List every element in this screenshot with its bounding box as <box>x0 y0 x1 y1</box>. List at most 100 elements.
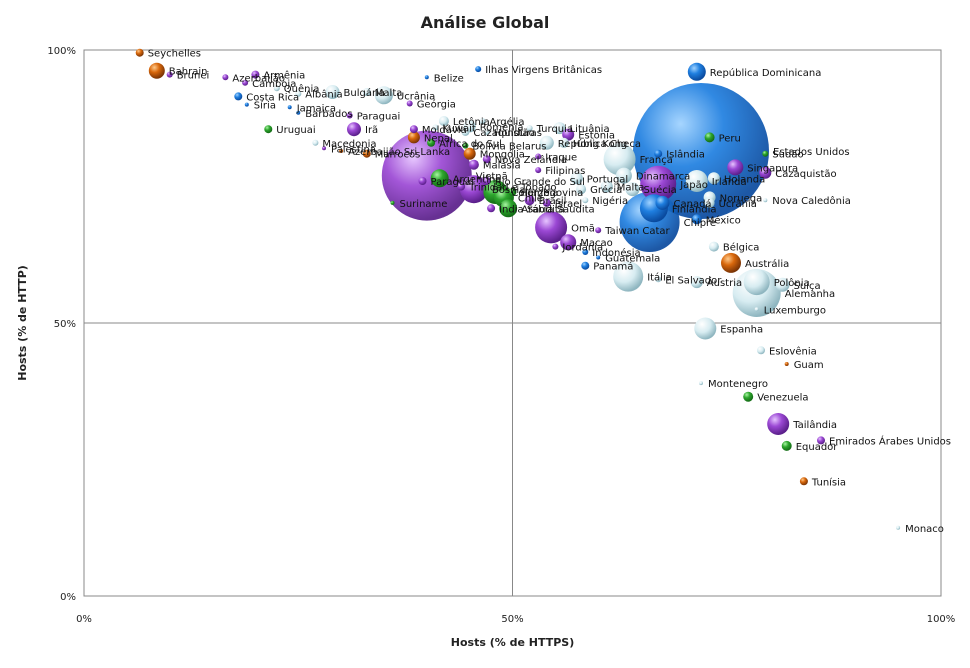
bubble-point <box>166 71 173 78</box>
bubble-label: El Salvador <box>665 275 722 286</box>
bubble-point <box>535 153 542 160</box>
bubble-point <box>374 86 393 105</box>
bubble-point <box>264 125 273 134</box>
bubble-point <box>362 149 371 158</box>
bubble-label: Suíça <box>794 280 821 292</box>
bubble-point <box>603 143 636 176</box>
bubble-label: Jordânia <box>561 242 603 254</box>
y-tick-label: 100% <box>47 46 76 57</box>
bubble-label: Lituânia <box>570 123 610 135</box>
bubble-label: Israel <box>555 199 582 210</box>
bubble-point <box>487 204 496 213</box>
y-axis-title: Hosts (% de HTTP) <box>16 265 29 381</box>
bubble-point <box>743 391 754 402</box>
bubble-point <box>691 214 702 225</box>
bubble-label: República Checa <box>558 138 641 150</box>
bubble-label: Dinamarca <box>636 172 690 183</box>
bubble-point <box>432 124 439 131</box>
bubble-point <box>459 175 488 204</box>
bubble-label: Bósnia <box>492 184 525 196</box>
bubble-point <box>582 249 589 255</box>
bubble-point <box>539 135 554 150</box>
bubble-label: Venezuela <box>757 393 808 404</box>
bubble-label: Monaco <box>905 524 944 535</box>
bubble-label: Macedonia <box>322 139 376 150</box>
bubble-point <box>508 188 517 196</box>
bubble-label: Áustria <box>707 276 742 289</box>
bubble-point <box>295 90 302 97</box>
bubble-label: Ucrânia <box>397 90 435 102</box>
bubble-point <box>558 137 569 148</box>
bubble-label: Bélgica <box>723 242 760 254</box>
bubble-label: Ilhas Virgens Britânicas <box>485 64 602 76</box>
bubble-label: Paraguai <box>357 112 401 123</box>
x-tick-label: 50% <box>501 614 523 625</box>
bubble-label: Luxemburgo <box>764 305 826 316</box>
bubble-point <box>499 199 518 218</box>
bubble-point <box>685 170 708 192</box>
bubble-label: Armênia <box>263 70 305 82</box>
bubble-point <box>468 159 479 170</box>
bubble-label: Jamaica <box>296 103 336 114</box>
y-axis: 100% 50% 0% <box>47 46 76 603</box>
bubble-point <box>482 177 491 185</box>
bubble-point <box>743 269 770 296</box>
bubble-label: Síria <box>254 100 276 112</box>
bubble-point <box>655 195 670 210</box>
bubble-point <box>775 277 790 292</box>
bubble-label: Índia Saudita <box>499 202 565 215</box>
x-axis-title: Hosts (% de HTTPS) <box>451 636 574 649</box>
bubble-point <box>244 102 249 107</box>
bubble-point <box>424 75 429 80</box>
bubble-point <box>560 234 577 251</box>
bubble-point <box>655 276 662 283</box>
bubble-point <box>576 184 587 195</box>
bubble-label: Irlanda <box>712 177 747 188</box>
bubble-label: Barbados <box>305 109 352 120</box>
bubble-label: França <box>640 155 673 166</box>
bubble-point <box>699 381 703 386</box>
bubble-point <box>430 169 449 188</box>
bubble-label: Estônia <box>578 130 615 142</box>
bubble-label: Estados Unidos <box>773 147 850 158</box>
bubble-point <box>708 241 719 252</box>
bubble-label: Brasil <box>539 196 567 207</box>
bubble-label: Guatemala <box>605 254 660 265</box>
bubble-point <box>407 131 420 144</box>
bubble-label: Herzegovina <box>521 188 584 199</box>
bubble-label: Equador <box>796 442 839 453</box>
bubble-point <box>721 252 741 273</box>
x-tick-label: 0% <box>76 614 92 625</box>
bubble-label: Canadá <box>674 198 712 210</box>
bubble-label: Emirados Árabes Unidos <box>829 434 951 447</box>
bubble-point <box>461 127 470 136</box>
bubble-point <box>707 172 720 185</box>
bubble-label: Peru <box>719 133 741 144</box>
bubble-point <box>462 142 469 149</box>
bubble-point <box>347 122 361 137</box>
bubble-label: Nova Caledônia <box>772 195 851 207</box>
bubble-label: Indonésia <box>592 247 640 259</box>
bubble-point <box>570 172 583 185</box>
bubble-label: Nepal <box>424 133 453 144</box>
bubble-label: Guam <box>794 360 824 371</box>
bubble-label: Camboja <box>252 79 296 90</box>
bubble-label: Kuwait <box>442 124 475 135</box>
bubble-label: Cazaquistão <box>473 128 534 139</box>
bubble-label: Montenegro <box>708 379 768 390</box>
bubble-label: Islândia <box>666 149 705 161</box>
bubble-label: Omã <box>571 223 595 234</box>
bubble-label: República Dominicana <box>710 67 822 79</box>
bubble-label: Brunei <box>177 71 210 82</box>
bubble-label: Bolívia Belarus <box>472 141 546 153</box>
bubble-label: Turquia <box>536 124 573 135</box>
bubble-label: Portugal <box>587 174 628 185</box>
bubble-point <box>479 118 486 124</box>
bubble-label: Malta <box>617 183 645 194</box>
bubble-point <box>463 147 476 160</box>
bubble-point <box>581 261 590 270</box>
bubble-label: México <box>706 214 741 226</box>
bubble-label: Mongólia <box>480 149 525 161</box>
bubble-point <box>535 211 568 244</box>
